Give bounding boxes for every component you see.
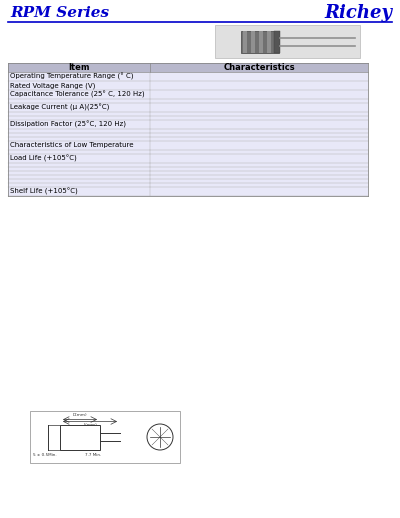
Bar <box>150 150 368 154</box>
Text: Item: Item <box>68 63 90 72</box>
Bar <box>8 103 150 112</box>
Bar <box>8 116 150 120</box>
Bar <box>8 129 150 133</box>
Text: Load Life (+105°C): Load Life (+105°C) <box>10 155 77 162</box>
Bar <box>8 141 150 150</box>
Text: Characteristics of Low Temperature: Characteristics of Low Temperature <box>10 142 134 149</box>
Bar <box>8 133 150 137</box>
Bar <box>8 167 150 171</box>
Bar <box>8 81 150 90</box>
Bar <box>8 179 150 183</box>
Bar <box>150 133 368 137</box>
Bar <box>215 25 360 58</box>
Text: L(mm): L(mm) <box>83 424 97 427</box>
Bar <box>267 31 271 52</box>
Bar <box>150 120 368 129</box>
Bar <box>8 183 150 187</box>
Bar <box>150 141 368 150</box>
Bar <box>150 99 368 103</box>
Bar <box>8 1 156 21</box>
Text: Shelf Life (+105°C): Shelf Life (+105°C) <box>10 188 78 195</box>
Bar <box>150 179 368 183</box>
Bar <box>8 150 150 154</box>
Text: Characteristics: Characteristics <box>223 63 295 72</box>
Bar <box>8 63 368 72</box>
Text: Operating Temperature Range (° C): Operating Temperature Range (° C) <box>10 73 134 80</box>
Bar <box>150 187 368 196</box>
Bar <box>259 31 263 52</box>
Text: D(mm): D(mm) <box>73 413 87 418</box>
Bar <box>8 137 150 141</box>
Bar <box>8 163 150 167</box>
Bar <box>243 31 247 52</box>
Text: 7.7 Min.: 7.7 Min. <box>85 453 101 457</box>
Bar <box>8 120 150 129</box>
Text: Rated Voltage Range (V): Rated Voltage Range (V) <box>10 82 95 89</box>
Bar <box>150 154 368 163</box>
Bar <box>150 116 368 120</box>
Bar <box>8 99 150 103</box>
Bar <box>241 31 279 52</box>
Text: Capacitance Tolerance (25° C, 120 Hz): Capacitance Tolerance (25° C, 120 Hz) <box>10 91 145 98</box>
Bar <box>150 72 368 81</box>
Text: RPM Series: RPM Series <box>10 6 109 20</box>
Text: Richey: Richey <box>324 4 392 22</box>
Bar <box>150 90 368 99</box>
Bar <box>274 31 280 52</box>
Bar <box>8 187 150 196</box>
Bar <box>8 154 150 163</box>
Text: 5 ± 0.5Min.: 5 ± 0.5Min. <box>33 453 57 457</box>
Bar <box>60 424 100 450</box>
Bar <box>150 103 368 112</box>
Bar <box>150 183 368 187</box>
Bar <box>150 137 368 141</box>
Bar <box>8 90 150 99</box>
Bar <box>8 171 150 175</box>
Bar <box>8 72 150 81</box>
Bar <box>8 112 150 116</box>
Bar <box>150 175 368 179</box>
Bar <box>30 411 180 463</box>
Bar <box>251 31 255 52</box>
Bar <box>150 81 368 90</box>
Bar <box>150 112 368 116</box>
Text: Dissipation Factor (25°C, 120 Hz): Dissipation Factor (25°C, 120 Hz) <box>10 121 126 128</box>
Bar <box>150 163 368 167</box>
Bar <box>150 167 368 171</box>
Bar <box>150 129 368 133</box>
Bar <box>8 175 150 179</box>
Text: Leakage Current (μ A)(25°C): Leakage Current (μ A)(25°C) <box>10 104 109 111</box>
Bar <box>150 171 368 175</box>
